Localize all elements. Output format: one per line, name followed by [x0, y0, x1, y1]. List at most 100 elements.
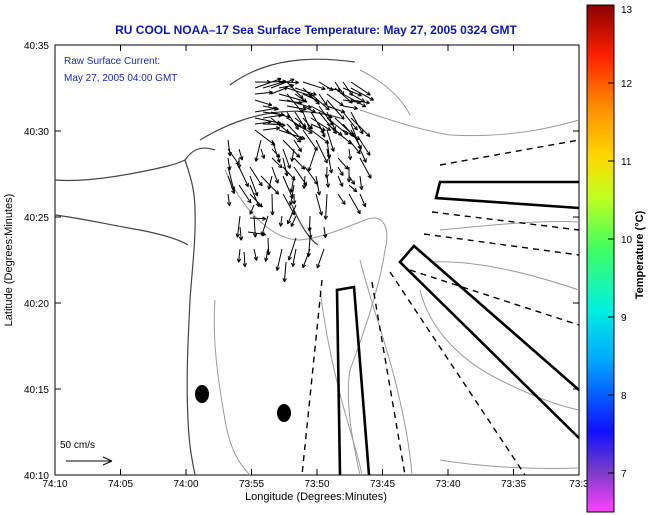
current-vector	[267, 175, 273, 190]
current-vector	[282, 139, 301, 158]
current-vector	[290, 148, 295, 162]
y-tick-label: 40:10	[24, 471, 49, 482]
y-tick-label: 40:15	[24, 385, 49, 396]
current-vector	[359, 157, 372, 179]
current-vector	[302, 248, 311, 269]
contour-line	[224, 169, 388, 476]
coastline	[54, 58, 356, 476]
current-vector	[249, 216, 267, 221]
current-vector	[337, 193, 346, 206]
current-vector	[264, 248, 269, 262]
current-vector	[254, 77, 282, 89]
current-vector	[302, 81, 326, 91]
dashed-line	[409, 269, 580, 326]
current-vector	[238, 148, 244, 161]
current-vector	[287, 237, 297, 261]
coastline-segment	[229, 58, 356, 86]
current-vector	[249, 175, 259, 197]
current-label: Raw Surface Current:	[64, 56, 160, 67]
current-vector	[291, 248, 297, 267]
current-vector	[271, 166, 279, 184]
contour-line	[419, 289, 580, 411]
current-vector	[238, 166, 249, 188]
mooring-marker	[195, 385, 209, 403]
contour-line	[439, 221, 580, 231]
x-axis-label: Longitude (Degrees:Minutes)	[245, 491, 387, 503]
dashed-line	[389, 271, 526, 476]
current-vector	[286, 105, 307, 111]
current-vector	[249, 193, 263, 208]
current-vector	[310, 93, 330, 111]
colorbar-label: Temperature (°C)	[634, 210, 646, 299]
current-vector	[294, 93, 308, 103]
dashed-lines	[301, 139, 580, 476]
contour-line	[359, 109, 580, 137]
current-vector	[350, 111, 364, 135]
current-vector	[278, 83, 295, 89]
current-vector	[249, 166, 263, 187]
current-vector	[315, 139, 328, 164]
current-vector	[322, 226, 328, 239]
current-vector	[326, 87, 342, 93]
dashed-line	[431, 211, 580, 231]
y-tick-label: 40:20	[24, 299, 49, 310]
current-vector	[326, 93, 344, 107]
current-vector	[271, 157, 283, 169]
current-vector	[323, 193, 328, 220]
x-tick-label: 73:45	[370, 479, 395, 490]
current-vector	[254, 99, 273, 107]
current-vector	[253, 248, 258, 261]
current-vector	[308, 226, 313, 239]
dashed-line	[439, 139, 580, 166]
current-vector	[242, 251, 247, 268]
current-vector	[294, 123, 313, 134]
x-tick-label: 74:05	[108, 479, 133, 490]
colorbar-tick-label: 12	[621, 79, 633, 90]
contour-line	[319, 289, 363, 476]
current-vector	[278, 215, 284, 227]
x-tick-label: 73:50	[304, 479, 329, 490]
colorbar-tick-label: 13	[621, 5, 633, 16]
dashed-line	[423, 233, 580, 256]
current-vector	[262, 113, 283, 119]
colorbar-ticks: 13 12 11 10 9 8 7	[608, 4, 633, 480]
colorbar	[586, 4, 615, 513]
contour-line	[429, 261, 580, 291]
y-tick-label: 40:25	[24, 213, 49, 224]
transect-south	[335, 285, 371, 476]
contour-line	[359, 69, 411, 116]
current-vector	[286, 129, 302, 143]
current-vector	[262, 126, 281, 131]
current-vector	[315, 175, 322, 196]
x-tick-label: 73:40	[435, 479, 460, 490]
current-vector	[342, 87, 362, 97]
current-vector	[288, 184, 295, 206]
current-vector	[359, 148, 367, 163]
current-vector	[337, 175, 344, 187]
mooring-marker	[277, 404, 291, 422]
current-vector	[302, 175, 307, 189]
current-vector	[293, 139, 302, 153]
current-vector	[348, 193, 361, 215]
current-vector	[291, 193, 297, 205]
current-vector	[318, 93, 328, 107]
current-vector	[326, 99, 345, 120]
current-vector	[247, 231, 267, 237]
current-vector	[347, 148, 353, 161]
coastline-segment	[54, 147, 216, 182]
current-vector	[235, 215, 241, 238]
current-vector	[270, 86, 288, 95]
bathymetry-contours	[213, 69, 580, 476]
current-vector	[227, 175, 236, 195]
current-timestamp: May 27, 2005 04:00 GMT	[64, 73, 177, 84]
current-vector	[238, 226, 244, 241]
transect-southeast	[398, 244, 580, 439]
y-tick-label: 40:35	[24, 41, 49, 52]
colorbar-tick-label: 11	[621, 157, 632, 168]
colorbar-tick-label: 8	[621, 391, 627, 402]
current-vector	[350, 87, 375, 101]
current-vector	[350, 99, 370, 105]
current-vector	[342, 111, 358, 131]
contour-line	[439, 459, 580, 469]
